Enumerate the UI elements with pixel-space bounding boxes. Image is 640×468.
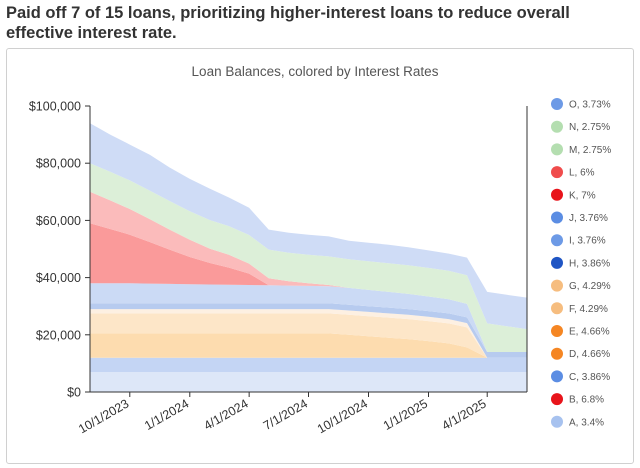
legend-label: I, 3.76% (569, 236, 606, 247)
legend-label: M, 2.75% (569, 145, 611, 156)
legend-item: B, 6.8% (551, 393, 604, 406)
chart-card: Loan Balances, colored by Interest Rates… (6, 48, 634, 464)
legend-item: D, 4.66% (551, 347, 610, 360)
x-tick-label: 10/1/2024 (315, 396, 370, 436)
legend-marker (551, 370, 563, 383)
legend-marker (551, 279, 563, 292)
area-series-14 (90, 123, 527, 330)
chart-headline: Paid off 7 of 15 loans, prioritizing hig… (6, 4, 570, 42)
legend-item: M, 2.75% (551, 143, 611, 156)
y-tick-label: $60,000 (36, 214, 81, 228)
legend-label: A, 3.4% (569, 417, 604, 428)
chart-title: Loan Balances, colored by Interest Rates (192, 64, 439, 79)
legend-label: N, 2.75% (569, 122, 610, 133)
legend-marker (551, 325, 563, 337)
legend-label: H, 3.86% (569, 258, 610, 269)
legend-item: C, 3.86% (551, 370, 610, 383)
legend: O, 3.73% N, 2.75% M, 2.75% L, 6% K, 7% J, 3.7… (551, 98, 611, 428)
legend-item: E, 4.66% (551, 325, 610, 338)
legend-item: H, 3.86% (551, 256, 610, 269)
x-tick-label: 7/1/2024 (261, 396, 310, 432)
legend-marker (551, 143, 563, 156)
y-tick-label: $40,000 (36, 271, 81, 285)
legend-marker (551, 211, 563, 224)
legend-label: K, 7% (569, 190, 596, 201)
legend-item: G, 4.29% (551, 279, 611, 292)
legend-marker (551, 188, 563, 201)
legend-item: I, 3.76% (551, 234, 606, 247)
legend-label: C, 3.86% (569, 372, 610, 383)
legend-item: K, 7% (551, 188, 596, 201)
legend-item: J, 3.76% (551, 211, 608, 224)
y-tick-label: $80,000 (36, 157, 81, 171)
legend-marker (551, 256, 563, 269)
area-series-12 (90, 163, 527, 352)
legend-marker (551, 393, 563, 406)
x-tick-label: 1/1/2024 (142, 396, 191, 432)
y-tick-label: $0 (67, 386, 81, 400)
area-series-8 (90, 283, 527, 352)
x-tick-label: 4/1/2025 (440, 396, 489, 432)
y-tick-label: $20,000 (36, 328, 81, 342)
x-tick-label: 4/1/2024 (201, 396, 250, 432)
x-tick-label: 10/1/2023 (76, 396, 131, 436)
area-series-2 (90, 357, 527, 372)
legend-label: D, 4.66% (569, 349, 610, 360)
legend-label: F, 4.29% (569, 304, 608, 315)
area-series-0 (90, 372, 527, 392)
legend-item: L, 6% (551, 166, 595, 179)
legend-marker (551, 120, 563, 133)
legend-marker (551, 98, 563, 110)
legend-label: L, 6% (569, 168, 595, 179)
legend-label: E, 4.66% (569, 327, 610, 338)
loan-balance-chart: Loan Balances, colored by Interest Rates… (29, 64, 611, 436)
legend-label: O, 3.73% (569, 100, 611, 111)
legend-label: G, 4.29% (569, 281, 611, 292)
legend-label: B, 6.8% (569, 395, 604, 406)
area-series-4 (90, 313, 527, 358)
legend-marker (551, 347, 563, 360)
area-series-7 (90, 303, 527, 358)
y-tick-label: $100,000 (29, 100, 81, 114)
stacked-areas (90, 123, 527, 392)
legend-item: A, 3.4% (551, 415, 604, 428)
legend-marker (551, 166, 563, 179)
legend-marker (551, 415, 563, 428)
legend-item: N, 2.75% (551, 120, 610, 133)
area-series-3 (90, 333, 527, 358)
legend-marker (551, 234, 563, 247)
legend-item: O, 3.73% (551, 98, 611, 111)
legend-label: J, 3.76% (569, 213, 608, 224)
area-series-10 (90, 223, 527, 352)
x-tick-label: 1/1/2025 (381, 396, 430, 432)
legend-marker (551, 302, 563, 315)
legend-item: F, 4.29% (551, 302, 608, 315)
